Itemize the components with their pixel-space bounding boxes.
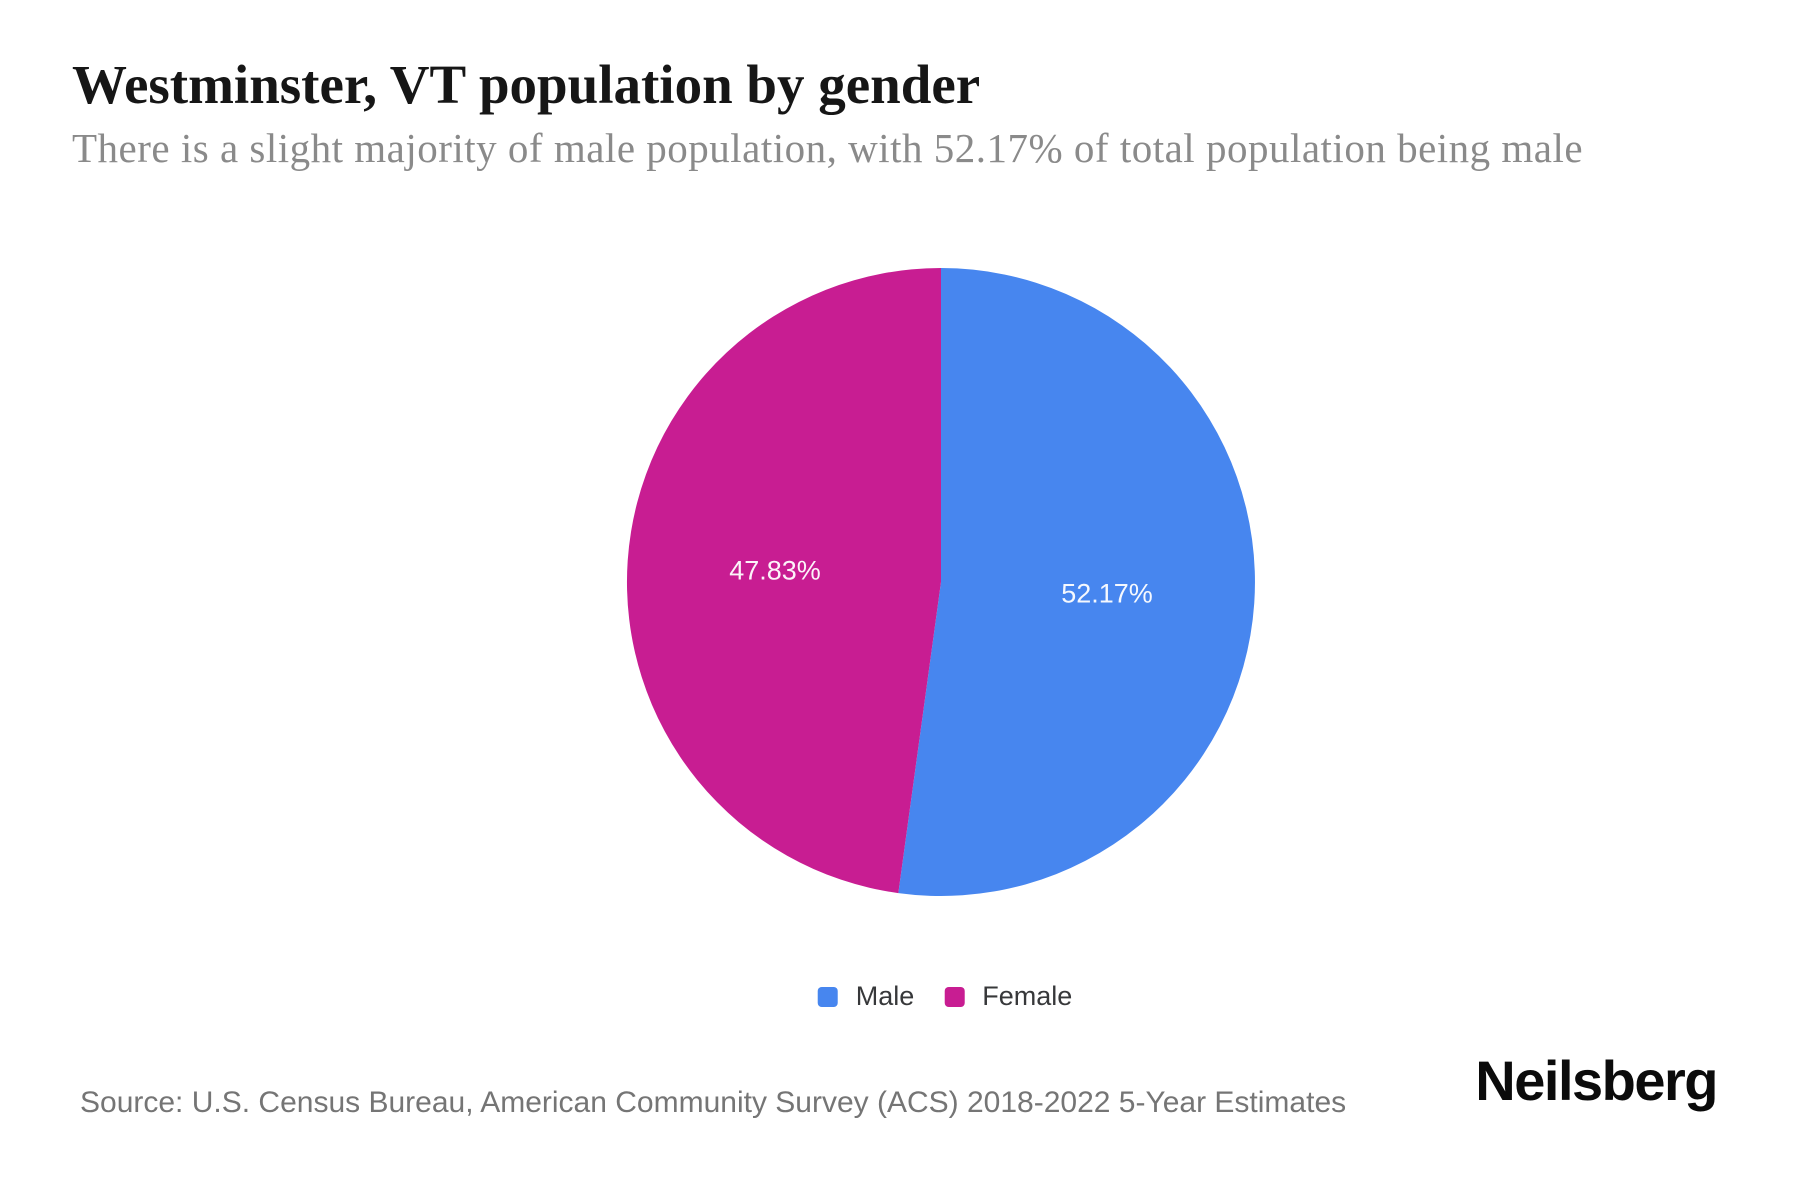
pie-chart-area: 52.17% 47.83% (611, 252, 1271, 912)
legend-label-male: Male (855, 981, 915, 1011)
legend-swatch-female (944, 986, 965, 1007)
legend-label-female: Female (982, 981, 1073, 1011)
neilsberg-logo: Neilsberg (1475, 1049, 1718, 1112)
pie-slice-male[interactable] (898, 268, 1255, 896)
source-attribution: Source: U.S. Census Bureau, American Com… (80, 1086, 1347, 1119)
chart-legend: Male Female (817, 981, 1072, 1012)
pie-slice-female[interactable] (626, 268, 941, 894)
page-title: Westminster, VT population by gender (72, 54, 981, 115)
pie-chart: 52.17% 47.83% (626, 268, 1255, 896)
legend-swatch-male (817, 986, 838, 1007)
pie-data-label-female: 47.83% (729, 556, 821, 586)
legend-item-male[interactable]: Male (817, 981, 915, 1012)
pie-data-label-male: 52.17% (1061, 578, 1153, 608)
legend-item-female[interactable]: Female (944, 981, 1072, 1012)
page-subtitle: There is a slight majority of male popul… (72, 125, 1584, 171)
